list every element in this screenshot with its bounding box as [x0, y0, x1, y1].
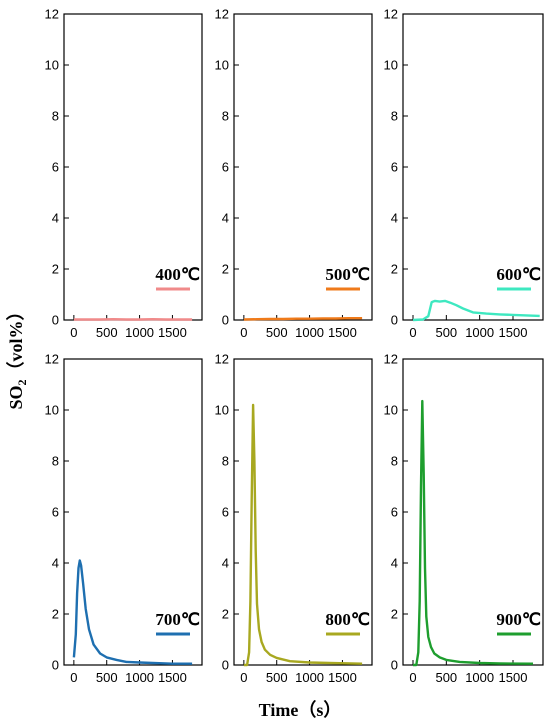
- y-tick-label: 8: [222, 109, 229, 124]
- y-tick-label: 12: [384, 352, 398, 367]
- x-tick-label: 500: [266, 325, 288, 340]
- y-tick-label: 10: [45, 58, 59, 73]
- x-tick-label: 500: [435, 325, 457, 340]
- so2-series-line: [243, 317, 363, 321]
- x-tick-label: 0: [409, 670, 416, 685]
- x-tick-label: 0: [240, 325, 247, 340]
- y-tick-label: 4: [391, 211, 398, 226]
- y-tick-label: 10: [384, 58, 398, 73]
- y-tick-label: 2: [222, 607, 229, 622]
- y-tick-label: 6: [222, 505, 229, 520]
- x-tick-label: 0: [70, 670, 77, 685]
- x-tick-label: 1000: [295, 325, 324, 340]
- y-tick-label: 8: [391, 109, 398, 124]
- x-axis-title: Time（s）: [259, 700, 342, 720]
- y-tick-label: 10: [45, 403, 59, 418]
- x-tick-label: 1000: [465, 325, 494, 340]
- y-tick-label: 6: [391, 505, 398, 520]
- y-tick-label: 8: [391, 454, 398, 469]
- panel-1: 0 2 4 6 8 10 12 0 500 1000 1500 400℃: [45, 7, 203, 340]
- y-tick-label: 0: [222, 658, 229, 673]
- x-tick-label: 1000: [295, 670, 324, 685]
- x-tick-label: 1500: [328, 325, 357, 340]
- y-tick-label: 10: [384, 403, 398, 418]
- x-tick-label: 500: [266, 670, 288, 685]
- y-tick-label: 8: [222, 454, 229, 469]
- y-tick-label: 12: [45, 7, 59, 22]
- y-axis-title-sub: 2: [15, 380, 29, 386]
- x-tick-label: 1000: [125, 670, 154, 685]
- y-tick-label: 6: [52, 505, 59, 520]
- so2-series-line: [243, 403, 363, 667]
- y-tick-label: 0: [222, 313, 229, 328]
- y-tick-label: 8: [52, 109, 59, 124]
- x-tick-label: 500: [96, 670, 118, 685]
- y-tick-label: 2: [391, 262, 398, 277]
- y-tick-label: 12: [215, 352, 229, 367]
- y-tick-label: 0: [391, 313, 398, 328]
- so2-series-line: [413, 399, 534, 667]
- x-tick-label: 1500: [328, 670, 357, 685]
- panel-4: 0 2 4 6 8 10 12 0 500 1000 1500 700℃: [45, 352, 203, 685]
- y-tick-label: 0: [391, 658, 398, 673]
- y-tick-label: 12: [215, 7, 229, 22]
- y-tick-label: 10: [215, 58, 229, 73]
- x-tick-label: 1000: [465, 670, 494, 685]
- legend-label: 600℃: [496, 265, 541, 284]
- y-tick-label: 2: [222, 262, 229, 277]
- so2-series-line: [72, 559, 193, 665]
- y-tick-label: 4: [52, 556, 59, 571]
- legend-label: 800℃: [325, 610, 370, 629]
- y-tick-label: 4: [52, 211, 59, 226]
- panel-2: 0 2 4 6 8 10 12 0 500 1000 1500 500℃: [215, 7, 373, 340]
- x-tick-label: 1500: [158, 325, 187, 340]
- panel-5: 0 2 4 6 8 10 12 0 500 1000 1500 800℃: [215, 352, 373, 685]
- x-tick-label: 500: [96, 325, 118, 340]
- y-tick-label: 6: [52, 160, 59, 175]
- legend-label: 500℃: [325, 265, 370, 284]
- x-tick-label: 0: [240, 670, 247, 685]
- x-tick-label: 1500: [499, 670, 528, 685]
- legend-label: 400℃: [155, 265, 200, 284]
- x-tick-label: 1500: [499, 325, 528, 340]
- y-tick-label: 12: [45, 352, 59, 367]
- y-tick-label: 2: [52, 607, 59, 622]
- panel-6: 0 2 4 6 8 10 12 0 500 1000 1500 900℃: [384, 352, 544, 685]
- y-tick-label: 4: [222, 556, 229, 571]
- y-axis-title-main: SO: [6, 386, 26, 410]
- y-tick-label: 6: [391, 160, 398, 175]
- y-tick-label: 8: [52, 454, 59, 469]
- y-tick-label: 10: [215, 403, 229, 418]
- x-tick-label: 1500: [158, 670, 187, 685]
- x-tick-label: 0: [409, 325, 416, 340]
- so2-series-line: [412, 299, 540, 322]
- y-tick-label: 4: [222, 211, 229, 226]
- y-tick-label: 2: [391, 607, 398, 622]
- y-tick-label: 12: [384, 7, 398, 22]
- y-axis-title: SO2（vol%）: [6, 302, 29, 409]
- x-tick-label: 0: [70, 325, 77, 340]
- y-tick-label: 0: [52, 658, 59, 673]
- x-tick-label: 1000: [125, 325, 154, 340]
- x-tick-label: 500: [435, 670, 457, 685]
- y-axis-title-unit: （vol%）: [6, 302, 26, 379]
- y-tick-label: 4: [391, 556, 398, 571]
- legend-label: 900℃: [496, 610, 541, 629]
- legend-label: 700℃: [155, 610, 200, 629]
- panel-3: 0 2 4 6 8 10 12 0 500 1000 1500 600℃: [384, 7, 544, 340]
- y-tick-label: 2: [52, 262, 59, 277]
- y-tick-label: 6: [222, 160, 229, 175]
- y-tick-label: 0: [52, 313, 59, 328]
